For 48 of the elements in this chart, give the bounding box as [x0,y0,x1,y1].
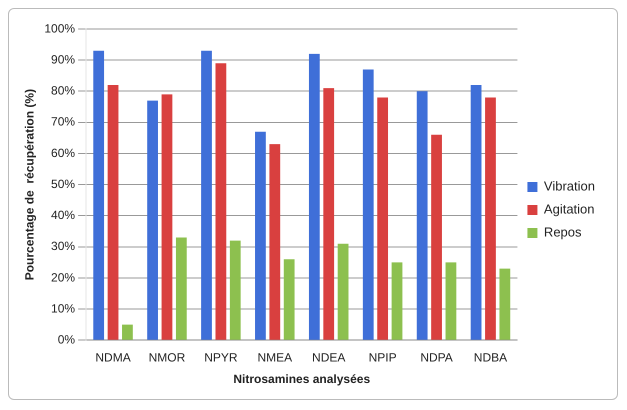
bar [269,144,280,340]
bar [308,54,320,340]
bar [470,85,482,340]
x-axis-title: Nitrosamines analysées [233,372,370,386]
y-tick-label: 0% [58,332,76,347]
bar [338,244,348,340]
bar [416,91,428,340]
bar [176,238,187,340]
y-tick-label: 10% [51,301,76,316]
bar [93,50,104,340]
bar [255,132,266,340]
bar [431,134,442,340]
y-axis-title: Pourcentage de récupération (%) [22,88,37,280]
bar [362,69,374,340]
x-tick-label: NMOR [148,350,186,365]
y-tick-label: 60% [51,146,76,160]
x-tick-label: NPYR [204,350,238,365]
y-tick-label: 100% [44,21,76,36]
bar [284,259,295,340]
legend-label: Repos [544,224,582,240]
bar [230,240,241,340]
x-tick-label: NDEA [312,350,346,365]
bar [201,50,212,340]
x-tick-label: NMEA [257,350,292,365]
bar [485,97,496,340]
y-tick-label: 70% [51,114,76,129]
x-tick-label: NDMA [95,350,131,365]
legend-label: Vibration [544,178,596,194]
bar [162,94,172,340]
bar [446,262,456,340]
bar [392,262,402,340]
x-tick-label: NPIP [368,350,397,365]
y-tick-label: 80% [51,84,76,98]
y-tick-label: 90% [51,52,76,66]
bar [499,268,510,340]
legend-label: Agitation [544,202,595,217]
y-tick-label: 20% [51,270,76,284]
bar [147,100,158,340]
bar [215,63,226,340]
y-tick-label: 30% [51,239,76,254]
bar [377,97,388,340]
x-tick-label: NDBA [474,350,508,365]
bar [108,85,118,340]
y-tick-label: 40% [51,208,76,222]
x-tick-label: NDPA [420,350,453,365]
bar [122,324,133,340]
y-tick-label: 50% [51,176,76,191]
bar [323,88,334,340]
